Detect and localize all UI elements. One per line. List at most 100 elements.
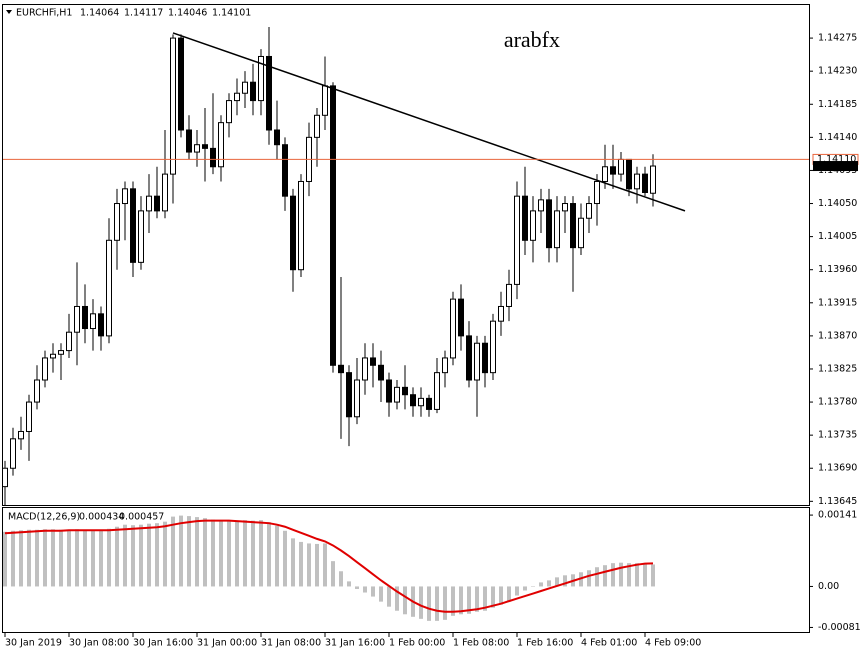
y-tick-label: 1.14230 bbox=[818, 66, 857, 77]
watermark: arabfx bbox=[504, 27, 560, 52]
y-tick-label: 1.14050 bbox=[818, 198, 857, 209]
candle-body bbox=[282, 144, 288, 197]
candle-body bbox=[490, 320, 496, 374]
candle-body bbox=[634, 173, 640, 190]
y-tick-label: 1.13915 bbox=[818, 297, 857, 308]
macd-bar bbox=[387, 586, 391, 607]
candle-body bbox=[514, 195, 520, 285]
price-tag-label: 1.14110 bbox=[817, 154, 856, 165]
candle-body bbox=[594, 180, 600, 205]
y-tick-label: 1.13870 bbox=[818, 330, 857, 341]
candle-body bbox=[130, 188, 136, 263]
macd-bar bbox=[635, 563, 639, 587]
macd-bar bbox=[227, 520, 231, 587]
macd-bar bbox=[323, 543, 327, 587]
candle-body bbox=[290, 195, 296, 271]
macd-bar bbox=[435, 586, 439, 621]
candle-body bbox=[10, 438, 16, 469]
candle-body bbox=[114, 203, 120, 241]
macd-bar bbox=[563, 575, 567, 587]
candle-body bbox=[386, 379, 392, 403]
bid-tag-label: 1.14101 bbox=[817, 161, 856, 172]
macd-bar bbox=[539, 582, 543, 587]
candle-body bbox=[538, 199, 544, 212]
candle-body bbox=[34, 379, 40, 403]
candle-body bbox=[298, 180, 304, 271]
macd-bar bbox=[395, 586, 399, 611]
macd-bar bbox=[627, 563, 631, 587]
candle-body bbox=[330, 85, 336, 366]
candle-body bbox=[650, 165, 656, 194]
macd-bar bbox=[155, 523, 159, 587]
macd-bar bbox=[379, 586, 383, 602]
macd-bar bbox=[107, 528, 111, 587]
macd-bar bbox=[203, 518, 207, 587]
macd-bar bbox=[299, 541, 303, 587]
macd-bar bbox=[419, 586, 423, 619]
candle-body bbox=[2, 467, 8, 488]
macd-bar bbox=[75, 529, 79, 587]
candle-body bbox=[194, 144, 200, 153]
macd-bar bbox=[27, 529, 31, 587]
y-tick-label: 0.00 bbox=[818, 581, 839, 592]
candle-body bbox=[186, 129, 192, 153]
candle-body bbox=[242, 81, 248, 94]
candle-body bbox=[578, 217, 584, 249]
candle-body bbox=[362, 357, 368, 381]
macd-bar bbox=[355, 586, 359, 589]
ohlc-value: 1.14101 bbox=[212, 8, 251, 19]
macd-value: 0.000434 bbox=[79, 512, 124, 523]
macd-bar bbox=[67, 529, 71, 587]
candle-body bbox=[322, 85, 328, 116]
macd-bar bbox=[275, 525, 279, 587]
candle-body bbox=[450, 298, 456, 359]
trendline bbox=[172, 32, 686, 212]
candle-body bbox=[370, 357, 376, 366]
macd-bar bbox=[283, 530, 287, 587]
candle-body bbox=[506, 283, 512, 307]
candle-body bbox=[434, 372, 440, 410]
macd-bar bbox=[531, 586, 535, 587]
macd-bar bbox=[427, 586, 431, 621]
y-tick-label: 1.13960 bbox=[818, 264, 857, 275]
candle-body bbox=[482, 342, 488, 374]
macd-bar bbox=[307, 543, 311, 587]
macd-bar bbox=[547, 580, 551, 587]
x-tick-label: 30 Jan 08:00 bbox=[69, 638, 129, 649]
candle-body bbox=[162, 173, 168, 212]
macd-bar bbox=[491, 586, 495, 608]
candle-body bbox=[410, 394, 416, 407]
main-pane bbox=[2, 4, 810, 506]
macd-bar bbox=[371, 586, 375, 597]
candle-body bbox=[266, 55, 272, 131]
macd-bar bbox=[347, 581, 351, 587]
candle-body bbox=[250, 81, 256, 102]
candle-body bbox=[394, 386, 400, 403]
macd-bar bbox=[147, 523, 151, 587]
candle-body bbox=[442, 357, 448, 374]
candle-body bbox=[106, 239, 112, 337]
macd-bar bbox=[219, 520, 223, 587]
candle-body bbox=[474, 342, 480, 381]
x-tick-label: 30 Jan 2019 bbox=[5, 638, 62, 649]
macd-bar bbox=[139, 524, 143, 587]
candle-body bbox=[610, 166, 616, 175]
candle-body bbox=[570, 203, 576, 249]
candle-body bbox=[26, 401, 32, 432]
bid-tag bbox=[813, 161, 858, 172]
y-tick-label: 1.13780 bbox=[818, 397, 857, 408]
x-tick-label: 31 Jan 08:00 bbox=[261, 638, 321, 649]
candle-body bbox=[122, 188, 128, 205]
candle-body bbox=[642, 173, 648, 193]
candle-body bbox=[234, 92, 240, 102]
macd-bar bbox=[611, 563, 615, 587]
menu-arrow[interactable] bbox=[6, 10, 12, 14]
y-tick-label: 1.14005 bbox=[818, 231, 857, 242]
x-tick-label: 4 Feb 09:00 bbox=[645, 638, 701, 649]
macd-bar bbox=[179, 515, 183, 587]
y-tick-label: 1.13690 bbox=[818, 463, 857, 474]
candle-body bbox=[530, 210, 536, 241]
macd-bar bbox=[115, 526, 119, 587]
macd-bar bbox=[99, 530, 103, 587]
candle-body bbox=[258, 55, 264, 102]
